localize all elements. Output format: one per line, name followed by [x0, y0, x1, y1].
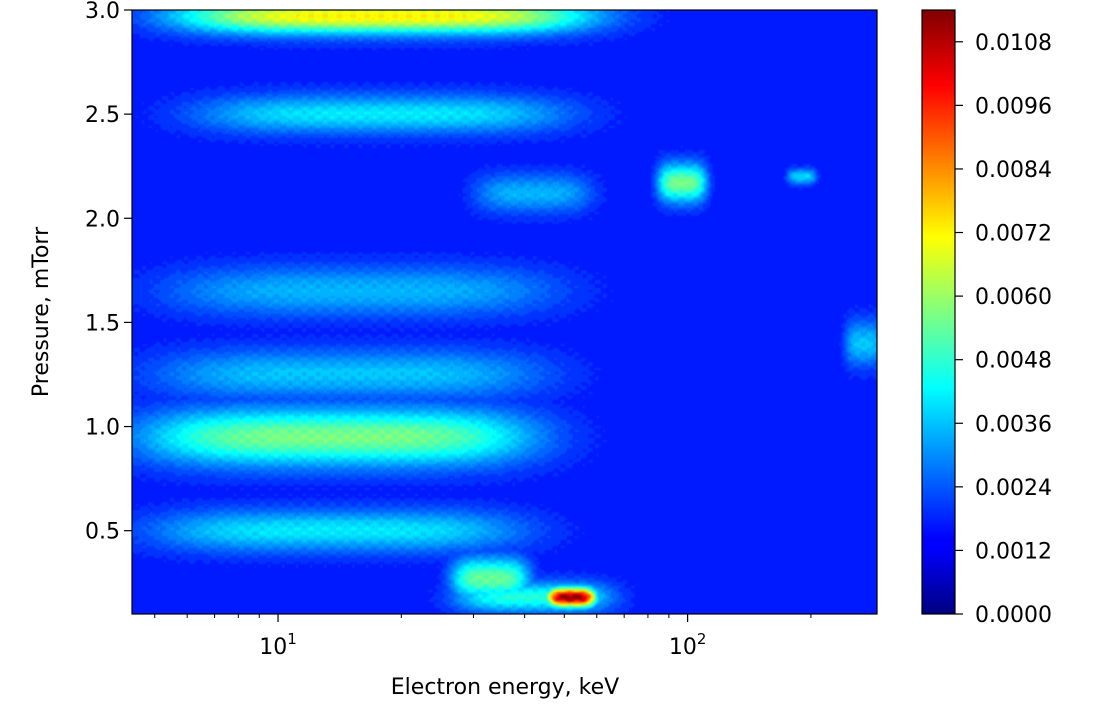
- plot-frame: [131, 9, 878, 615]
- colorbar-frame: [921, 9, 956, 615]
- y-tick-label: 0.5: [85, 520, 120, 545]
- colorbar-tick-label: 0.0084: [975, 158, 1052, 183]
- x-tick-label: 102: [669, 630, 707, 660]
- y-axis-label: Pressure, mTorr: [29, 226, 54, 397]
- colorbar-tick-label: 0.0072: [975, 222, 1052, 247]
- y-tick-label: 2.5: [85, 103, 120, 128]
- heatmap-image: [132, 10, 877, 614]
- colorbar: 0.0000 0.0012 0.0024 0.0036 0.0048 0.0060 0.00…: [921, 9, 1052, 628]
- y-tick-label: 1.5: [85, 311, 120, 336]
- x-tick-label: 101: [259, 630, 297, 660]
- colorbar-tick-label: 0.0024: [975, 476, 1052, 501]
- colorbar-tick-label: 0.0096: [975, 94, 1052, 119]
- y-tick-label: 3.0: [85, 0, 120, 24]
- colorbar-ticks: 0.0000 0.0012 0.0024 0.0036 0.0048 0.0060 0.00…: [955, 31, 1052, 628]
- x-axis: 101 102: [154, 614, 812, 660]
- plot-area: [131, 9, 878, 615]
- colorbar-tick-label: 0.0012: [975, 539, 1052, 564]
- y-axis: 0.5 1.0 1.5 2.0 2.5 3.0: [85, 0, 132, 545]
- x-axis-label: Electron energy, keV: [391, 675, 619, 700]
- colorbar-tick-label: 0.0048: [975, 349, 1052, 374]
- y-tick-label: 2.0: [85, 207, 120, 232]
- colorbar-tick-label: 0.0108: [975, 31, 1052, 56]
- colorbar-gradient: [922, 10, 955, 614]
- colorbar-tick-label: 0.0036: [975, 412, 1052, 437]
- colorbar-tick-label: 0.0060: [975, 285, 1052, 310]
- colorbar-tick-label: 0.0000: [975, 603, 1052, 628]
- y-tick-label: 1.0: [85, 416, 120, 441]
